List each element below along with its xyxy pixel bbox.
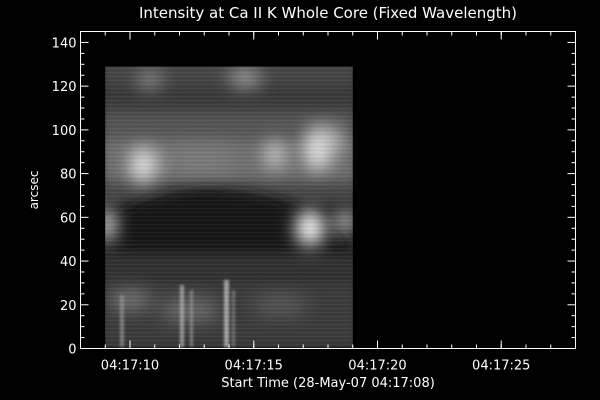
y-tick-label: 120	[52, 80, 77, 95]
x-tick-label: 04:17:10	[101, 359, 159, 374]
x-tick-label: 04:17:25	[472, 359, 530, 374]
x-tick-label: 04:17:15	[225, 359, 283, 374]
y-tick-label: 80	[60, 168, 77, 183]
y-tick-label: 40	[60, 255, 77, 270]
x-axis-label: Start Time (28-May-07 04:17:08)	[221, 376, 435, 391]
y-axis-ticks: 0 20 40 60 80 100 120 140	[52, 36, 576, 358]
y-tick-label: 140	[52, 36, 77, 51]
heatmap-image	[105, 66, 353, 347]
y-tick-label: 20	[60, 299, 77, 314]
y-tick-label: 60	[60, 211, 77, 226]
x-tick-label: 04:17:20	[348, 359, 406, 374]
chart-title: Intensity at Ca II K Whole Core (Fixed W…	[139, 4, 517, 22]
y-tick-label: 100	[52, 124, 77, 139]
y-tick-label: 0	[68, 343, 76, 358]
y-axis-label: arcsec	[27, 171, 41, 210]
x-axis-ticks: 04:17:10 04:17:15 04:17:20 04:17:25	[101, 31, 552, 374]
